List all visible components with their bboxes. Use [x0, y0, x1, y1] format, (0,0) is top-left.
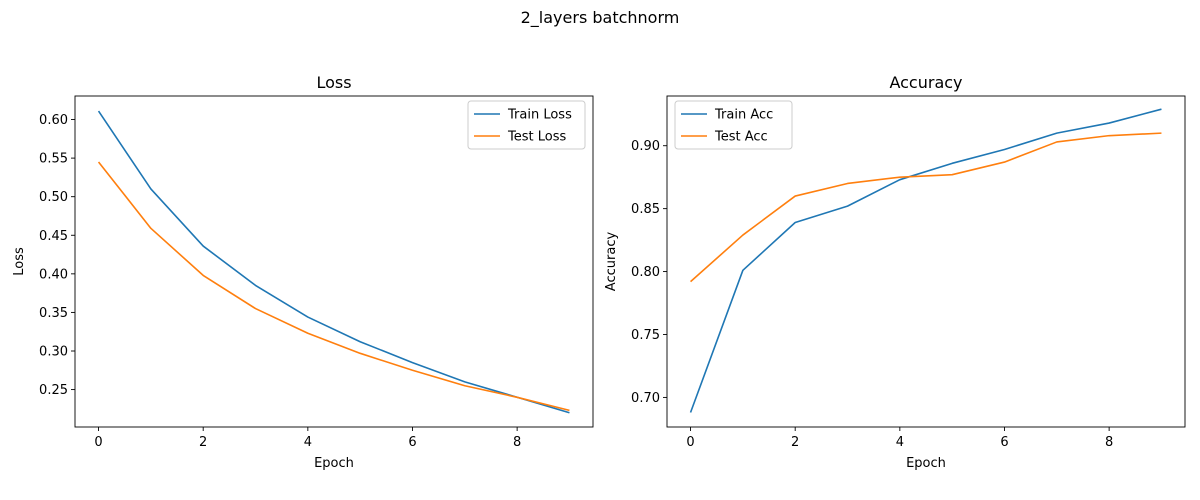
accuracy-ytick-label: 0.85	[631, 202, 660, 217]
loss-chart: Loss 0 2 4 6 8 0.25 0.30 0.35 0.40 0.45 0.50 0.55 0.6…	[12, 73, 594, 471]
loss-xtick-label: 6	[408, 435, 416, 450]
loss-plot-frame	[74, 95, 594, 428]
accuracy-xtick-label: 8	[1105, 435, 1113, 450]
accuracy-plot-frame	[666, 95, 1186, 428]
loss-legend-label: Test Loss	[507, 130, 566, 145]
figure-suptitle: 2_layers batchnorm	[521, 8, 680, 28]
loss-ytick-label: 0.35	[39, 306, 68, 321]
accuracy-legend-label: Train Acc	[714, 108, 773, 123]
accuracy-xtick-label: 6	[1000, 435, 1008, 450]
accuracy-series-train-acc	[689, 108, 1162, 413]
loss-title: Loss	[316, 73, 351, 92]
loss-ytick-label: 0.50	[39, 190, 68, 205]
accuracy-xtick-label: 4	[896, 435, 904, 450]
accuracy-legend-label: Test Acc	[714, 130, 768, 145]
accuracy-series-test-acc	[690, 132, 1162, 283]
accuracy-xtick-label: 2	[791, 435, 799, 450]
loss-ytick-label: 0.45	[39, 229, 68, 244]
accuracy-ytick-label: 0.70	[631, 391, 660, 406]
loss-xtick-label: 0	[94, 435, 102, 450]
loss-legend-label: Train Loss	[507, 108, 572, 123]
accuracy-xlabel: Epoch	[906, 456, 946, 471]
loss-legend-box	[467, 100, 586, 150]
accuracy-chart: Accuracy 0 2 4 6 8 0.70 0.75 0.80 0.85 0.90 Epoch Ac…	[604, 73, 1186, 471]
loss-ytick-label: 0.60	[39, 113, 68, 128]
loss-ylabel: Loss	[12, 247, 27, 276]
loss-xtick-label: 2	[199, 435, 207, 450]
accuracy-ylabel: Accuracy	[604, 232, 619, 292]
loss-ytick-label: 0.30	[39, 345, 68, 360]
accuracy-title: Accuracy	[889, 73, 962, 92]
accuracy-ytick-label: 0.90	[631, 139, 660, 154]
loss-xlabel: Epoch	[314, 456, 354, 471]
loss-xtick-label: 8	[513, 435, 521, 450]
loss-legend: Train Loss Test Loss	[467, 100, 586, 150]
loss-series-test-loss	[97, 161, 570, 412]
accuracy-legend-box	[674, 100, 793, 150]
loss-xtick-label: 4	[304, 435, 312, 450]
accuracy-legend: Train Acc Test Acc	[674, 100, 793, 150]
loss-ytick-label: 0.40	[39, 267, 68, 282]
accuracy-ytick-label: 0.80	[631, 265, 660, 280]
accuracy-xtick-label: 0	[686, 435, 694, 450]
loss-ytick-label: 0.55	[39, 152, 68, 167]
loss-ytick-label: 0.25	[39, 383, 68, 398]
accuracy-ytick-label: 0.75	[631, 328, 660, 343]
loss-series-train-loss	[97, 110, 570, 414]
